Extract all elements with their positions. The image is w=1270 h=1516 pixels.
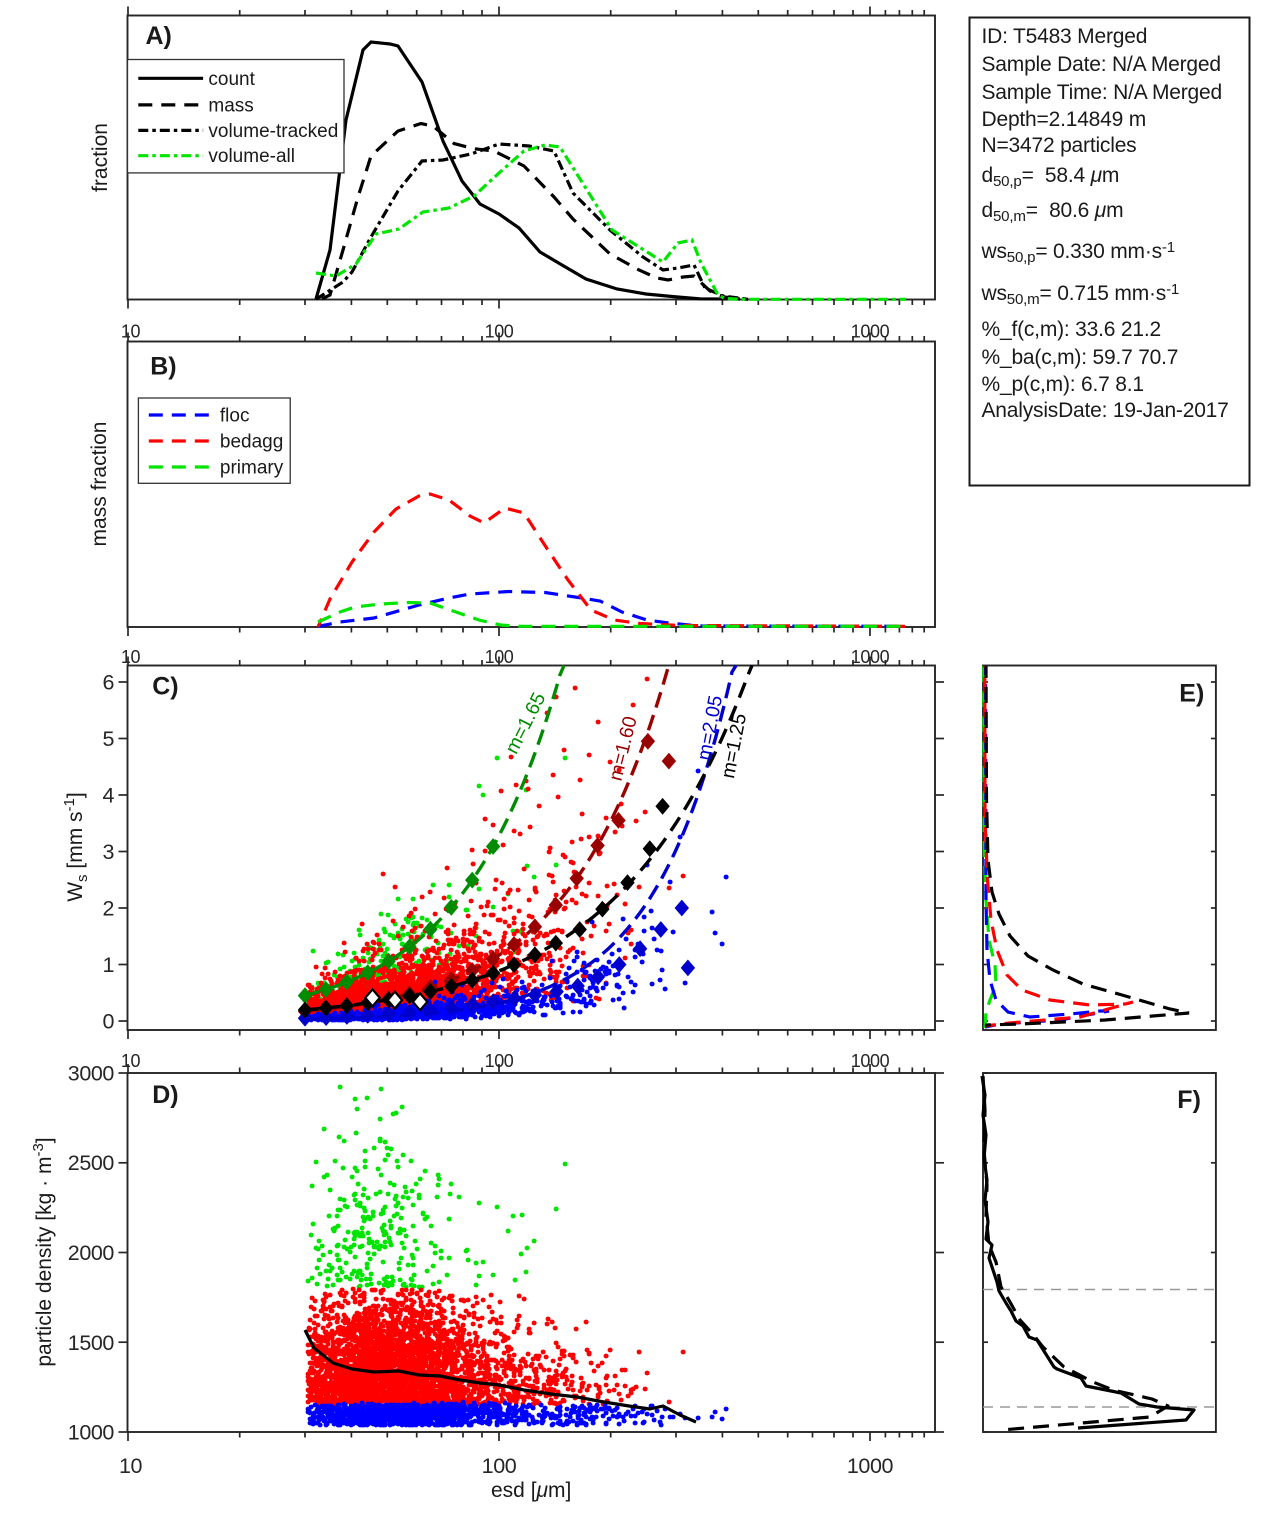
- svg-text:2500: 2500: [68, 1151, 115, 1175]
- svg-text:3: 3: [102, 840, 114, 864]
- svg-text:fraction: fraction: [89, 123, 112, 192]
- svg-text:%_p(c,m): 6.7 8.1: %_p(c,m): 6.7 8.1: [982, 373, 1144, 396]
- svg-text:mass fraction: mass fraction: [88, 422, 111, 547]
- svg-text:volume-all: volume-all: [208, 146, 295, 167]
- svg-text:F): F): [1177, 1086, 1201, 1114]
- svg-text:1500: 1500: [68, 1331, 115, 1355]
- svg-text:AnalysisDate: 19-Jan-2017: AnalysisDate: 19-Jan-2017: [982, 399, 1229, 422]
- svg-text:m=1.65: m=1.65: [501, 689, 550, 758]
- svg-text:ID: T5483 Merged: ID: T5483 Merged: [982, 25, 1148, 48]
- svg-text:3000: 3000: [68, 1062, 115, 1086]
- svg-text:Sample Time: N/A Merged: Sample Time: N/A Merged: [982, 81, 1223, 104]
- svg-text:2000: 2000: [68, 1241, 115, 1265]
- svg-text:B): B): [150, 353, 176, 381]
- svg-text:100: 100: [485, 1051, 514, 1071]
- svg-text:%_ba(c,m): 59.7 70.7: %_ba(c,m): 59.7 70.7: [982, 346, 1179, 369]
- svg-text:esd [μm]: esd [μm]: [491, 1479, 571, 1502]
- svg-text:particle density [kg · m-3]: particle density [kg · m-3]: [30, 1137, 56, 1366]
- svg-text:4: 4: [102, 784, 114, 808]
- svg-text:5: 5: [102, 727, 114, 751]
- svg-text:10: 10: [121, 322, 141, 342]
- svg-text:D): D): [152, 1081, 178, 1109]
- svg-text:10: 10: [121, 647, 141, 667]
- svg-text:Sample Date: N/A Merged: Sample Date: N/A Merged: [982, 53, 1221, 76]
- svg-text:1000: 1000: [851, 322, 890, 342]
- svg-text:m=1.60: m=1.60: [605, 714, 642, 783]
- svg-text:floc: floc: [220, 406, 250, 427]
- svg-text:N=3472 particles: N=3472 particles: [982, 134, 1137, 157]
- svg-text:%_f(c,m): 33.6 21.2: %_f(c,m): 33.6 21.2: [982, 318, 1161, 341]
- svg-text:100: 100: [482, 1454, 517, 1478]
- svg-text:1: 1: [102, 953, 114, 977]
- svg-text:10: 10: [119, 1454, 143, 1478]
- svg-text:100: 100: [485, 322, 514, 342]
- svg-text:mass: mass: [208, 95, 253, 116]
- svg-text:d50,p= 58.4 μm: d50,p= 58.4 μm: [982, 164, 1120, 190]
- svg-text:primary: primary: [220, 458, 284, 479]
- svg-text:Ws [mm s-1]: Ws [mm s-1]: [61, 792, 91, 902]
- svg-text:Depth=2.14849 m: Depth=2.14849 m: [982, 108, 1147, 131]
- svg-text:1000: 1000: [851, 1051, 890, 1071]
- svg-text:2: 2: [102, 897, 114, 921]
- svg-text:1000: 1000: [847, 1454, 894, 1478]
- svg-text:10: 10: [121, 1051, 141, 1071]
- svg-text:E): E): [1179, 679, 1204, 707]
- svg-text:bedagg: bedagg: [220, 432, 283, 453]
- svg-text:C): C): [152, 673, 178, 701]
- svg-text:count: count: [208, 69, 255, 90]
- svg-text:6: 6: [102, 671, 114, 695]
- svg-text:A): A): [146, 22, 172, 50]
- svg-text:1000: 1000: [68, 1421, 115, 1445]
- svg-text:volume-tracked: volume-tracked: [208, 121, 338, 142]
- svg-text:0: 0: [102, 1010, 114, 1034]
